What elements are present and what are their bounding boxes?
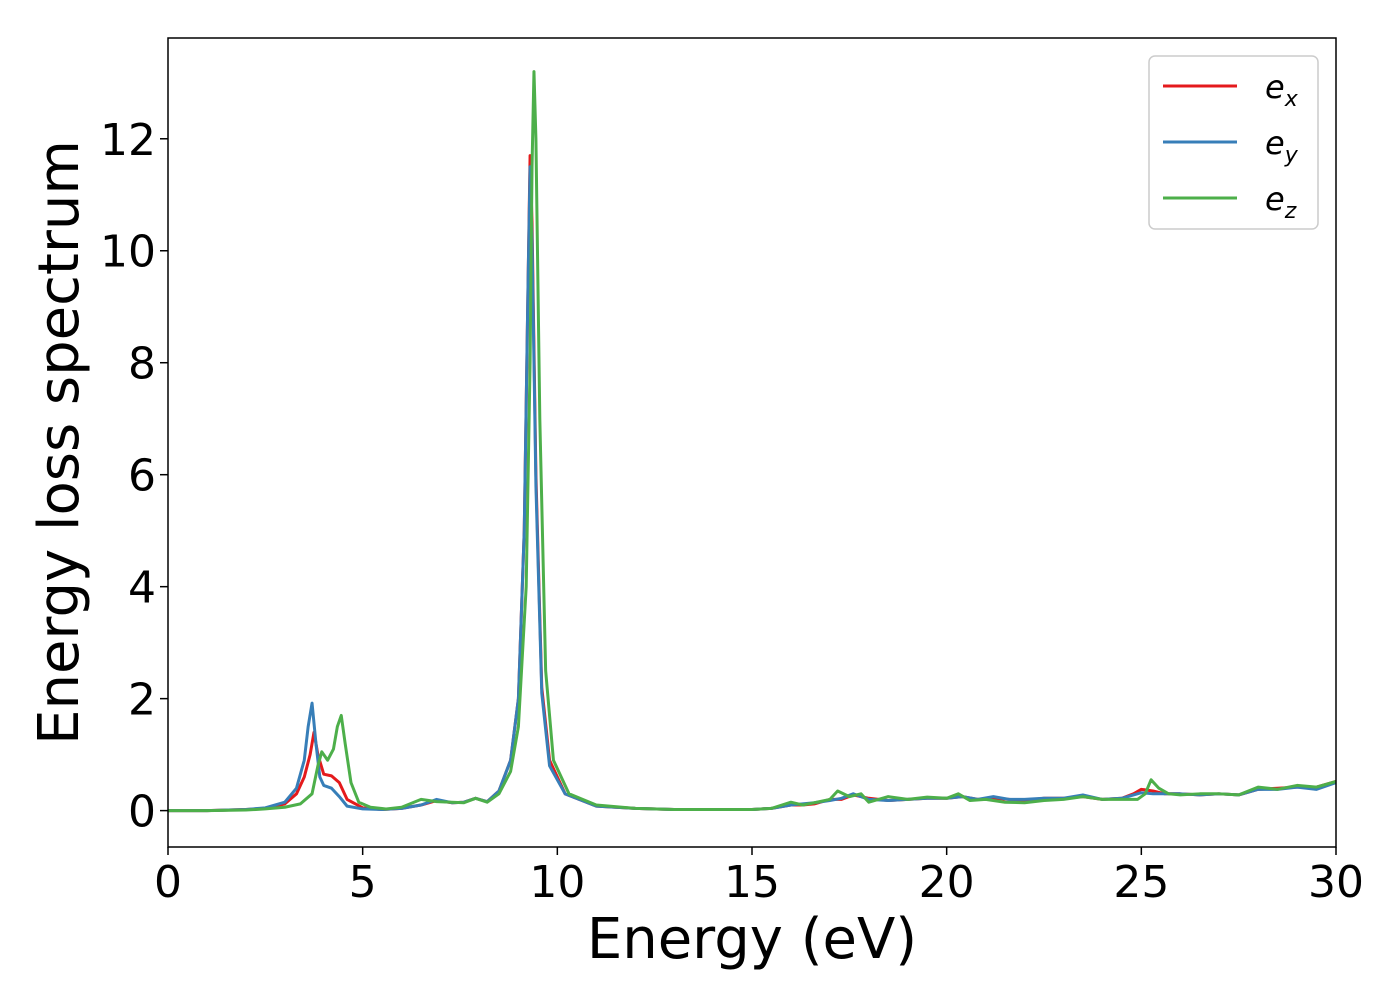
- x-tick-label: 25: [1113, 857, 1169, 908]
- x-axis-title: Energy (eV): [587, 907, 917, 972]
- y-tick-label: 2: [128, 675, 156, 726]
- series-line-1: [168, 154, 1337, 813]
- y-tick-label: 12: [100, 115, 156, 166]
- x-tick-label: 10: [529, 857, 585, 908]
- y-tick-label: 10: [100, 227, 156, 278]
- legend: ex ey ez: [1148, 55, 1319, 230]
- y-axis-title: Energy loss spectrum: [27, 140, 92, 745]
- y-tick-label: 8: [128, 339, 156, 390]
- series-line-2: [168, 165, 1337, 813]
- y-tick-label: 6: [128, 451, 156, 502]
- series-layer: [168, 70, 1337, 813]
- x-tick-label: 30: [1308, 857, 1364, 908]
- legend-label-3: ez: [1265, 180, 1297, 224]
- legend-label-1: ex: [1265, 68, 1299, 112]
- x-tick-label: 5: [349, 857, 377, 908]
- legend-label-2: ey: [1265, 124, 1299, 168]
- y-tick-label: 4: [128, 563, 156, 614]
- series-line-3: [168, 70, 1337, 813]
- x-tick-label: 0: [154, 857, 182, 908]
- x-tick-label: 20: [919, 857, 975, 908]
- axes-layer: 0 5 10 15 20 25 30 0 2 4 6 8 10 12: [100, 37, 1364, 908]
- x-tick-label: 15: [724, 857, 780, 908]
- y-tick-label: 0: [128, 787, 156, 838]
